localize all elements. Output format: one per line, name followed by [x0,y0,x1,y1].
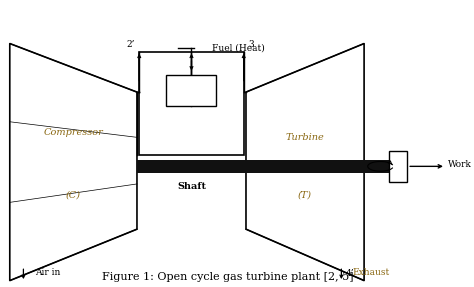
Text: Figure 1: Open cycle gas turbine plant [2, 5]: Figure 1: Open cycle gas turbine plant [… [102,272,354,282]
Text: Air in: Air in [35,267,60,277]
FancyBboxPatch shape [139,52,244,155]
FancyBboxPatch shape [137,160,378,173]
Polygon shape [246,44,364,281]
Text: Work: Work [448,160,472,169]
Text: Fuel (Heat): Fuel (Heat) [212,43,264,52]
FancyBboxPatch shape [166,75,217,106]
FancyBboxPatch shape [389,151,407,182]
Text: Exhaust: Exhaust [353,267,390,277]
Text: (C): (C) [66,190,81,199]
Text: 2’: 2’ [126,40,135,49]
Text: (C.C.): (C.C.) [177,128,205,137]
Text: Combustion: Combustion [162,88,221,97]
Text: Turbine: Turbine [286,133,324,142]
Text: chamber: chamber [170,108,213,117]
Text: Compressor: Compressor [44,128,103,137]
Text: Shaft: Shaft [177,182,206,191]
Polygon shape [10,44,137,281]
Text: 3: 3 [248,40,254,49]
Text: 4’: 4’ [346,269,355,278]
Text: (T): (T) [298,190,312,199]
FancyBboxPatch shape [378,160,389,173]
